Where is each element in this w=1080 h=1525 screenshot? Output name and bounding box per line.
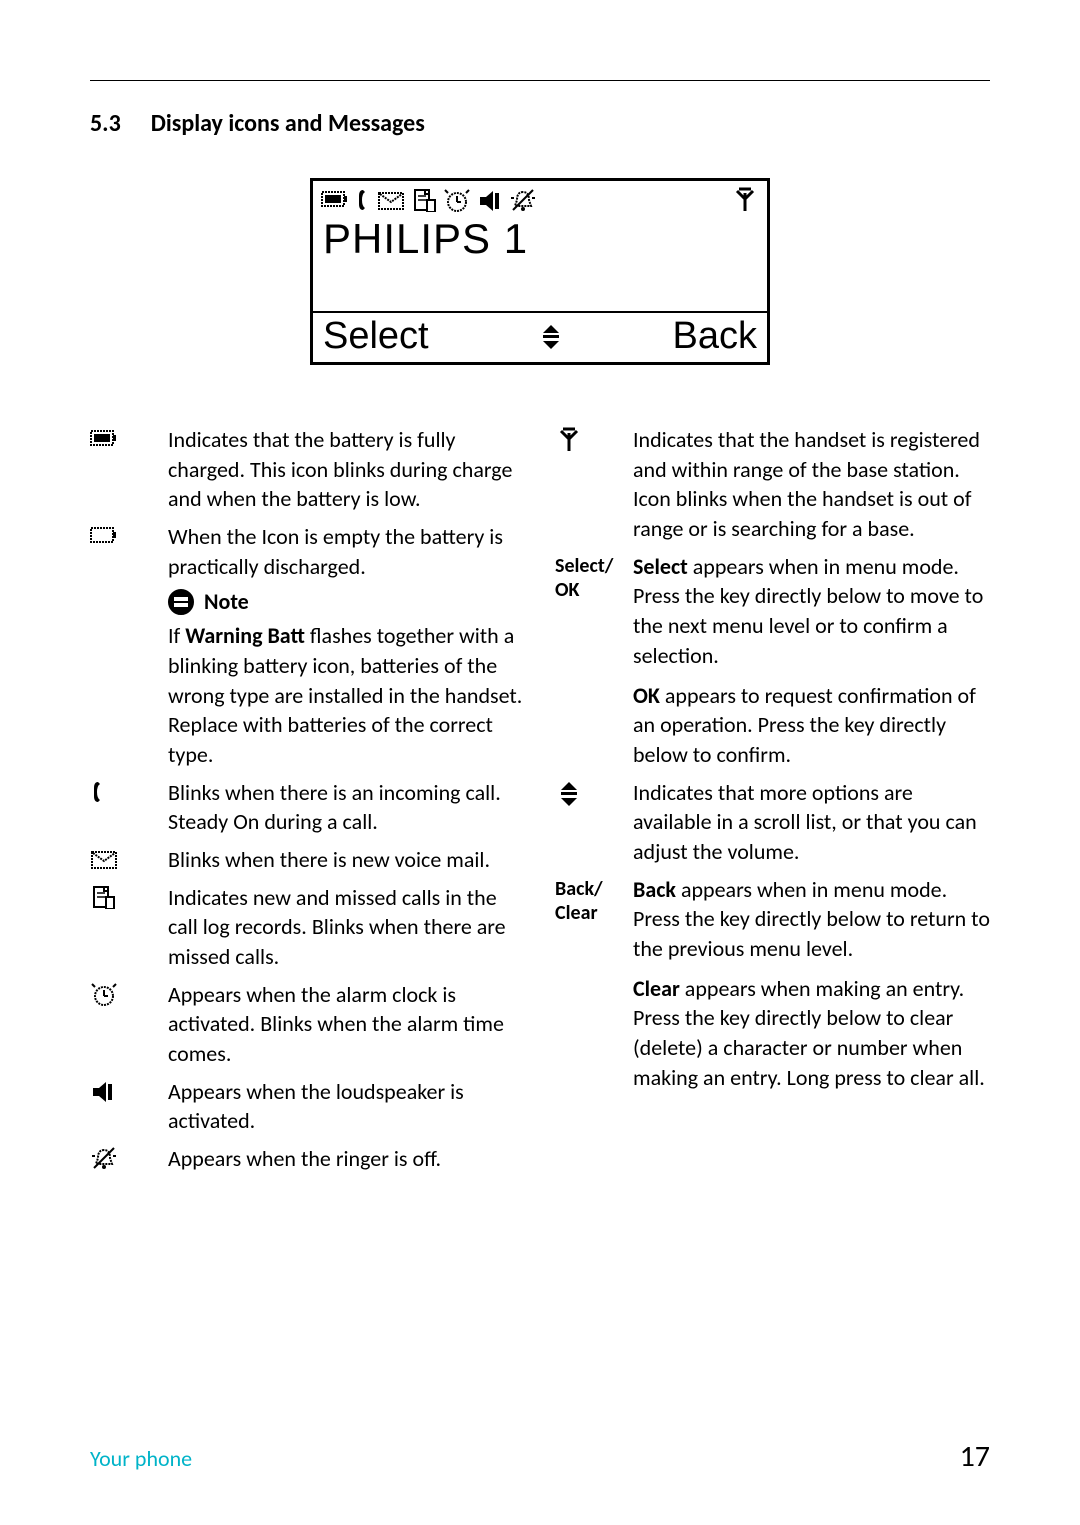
legend-text: Blinks when there is new voice mail. [168,845,525,875]
legend-text: When the Icon is empty the battery is pr… [168,522,525,770]
antenna-icon [731,187,759,213]
legend-battery-full: Indicates that the battery is fully char… [90,425,525,514]
manual-page: 5.3 Display icons and Messages PHILIPS 1 [0,0,1080,1525]
ringer-off-icon [509,188,537,212]
mail-icon [90,847,120,871]
legend-column-left: Indicates that the battery is fully char… [90,425,525,1182]
legend-call: Blinks when there is an incoming call. S… [90,778,525,837]
legend-voicemail: Blinks when there is new voice mail. [90,845,525,875]
lcd-figure: PHILIPS 1 Select Back [90,178,990,365]
lcd-title: PHILIPS 1 [313,215,767,267]
missed-call-icon [411,188,437,212]
softkey-left: Select [323,315,429,358]
legend-antenna: Indicates that the handset is registered… [555,425,990,544]
scroll-icon [555,780,585,808]
legend-back-clear: Back/ Clear Back appears when in menu mo… [555,875,990,1093]
lcd-status-icons [313,181,767,215]
call-icon [90,780,108,804]
softkey-right: Back [673,315,757,358]
legend-battery-empty: When the Icon is empty the battery is pr… [90,522,525,770]
antenna-icon [555,427,585,453]
legend-text: Appears when the loudspeaker is activate… [168,1077,525,1136]
legend-text: Select appears when in menu mode. Press … [633,552,990,770]
lcd-screen: PHILIPS 1 Select Back [310,178,770,365]
legend-text: Indicates that the battery is fully char… [168,425,525,514]
lcd-softkeys: Select Back [313,311,767,362]
page-number: 17 [960,1438,990,1475]
battery-empty-icon [90,524,120,548]
legend-text: Indicates that the handset is registered… [633,425,990,544]
note-label: Note [204,587,249,617]
legend-select-ok: Select/ OK Select appears when in menu m… [555,552,990,770]
legend-column-right: Indicates that the handset is registered… [555,425,990,1182]
legend-missed: Indicates new and missed calls in the ca… [90,883,525,972]
top-rule [90,80,990,81]
section-number: 5.3 [90,109,121,138]
legend-text: Back appears when in menu mode. Press th… [633,875,990,1093]
note-heading: Note [168,587,525,617]
legend-speaker: Appears when the loudspeaker is activate… [90,1077,525,1136]
legend-alarm: Appears when the alarm clock is activate… [90,980,525,1069]
legend-scroll: Indicates that more options are availabl… [555,778,990,867]
legend-text: Appears when the ringer is off. [168,1144,525,1174]
battery-icon [321,188,349,212]
call-icon [355,188,371,212]
mail-icon [377,188,405,212]
page-footer: Your phone 17 [90,1438,990,1475]
battery-full-icon [90,427,120,451]
legend-text: Indicates that more options are availabl… [633,778,990,867]
section-title: Display icons and Messages [151,109,425,138]
section-heading: 5.3 Display icons and Messages [90,109,990,138]
legend-ringer-off: Appears when the ringer is off. [90,1144,525,1174]
missed-call-icon [90,885,118,909]
speaker-icon [90,1079,118,1105]
back-clear-label: Back/ Clear [555,875,633,1093]
speaker-icon [477,188,503,212]
legend-text: Indicates new and missed calls in the ca… [168,883,525,972]
legend-text: Appears when the alarm clock is activate… [168,980,525,1069]
note-icon [168,589,194,615]
scroll-icon [537,323,565,351]
footer-section: Your phone [90,1445,192,1472]
ringer-off-icon [90,1146,120,1172]
alarm-icon [90,982,120,1008]
alarm-icon [443,188,471,212]
icon-legend: Indicates that the battery is fully char… [90,425,990,1182]
legend-text: Blinks when there is an incoming call. S… [168,778,525,837]
select-ok-label: Select/ OK [555,552,633,770]
